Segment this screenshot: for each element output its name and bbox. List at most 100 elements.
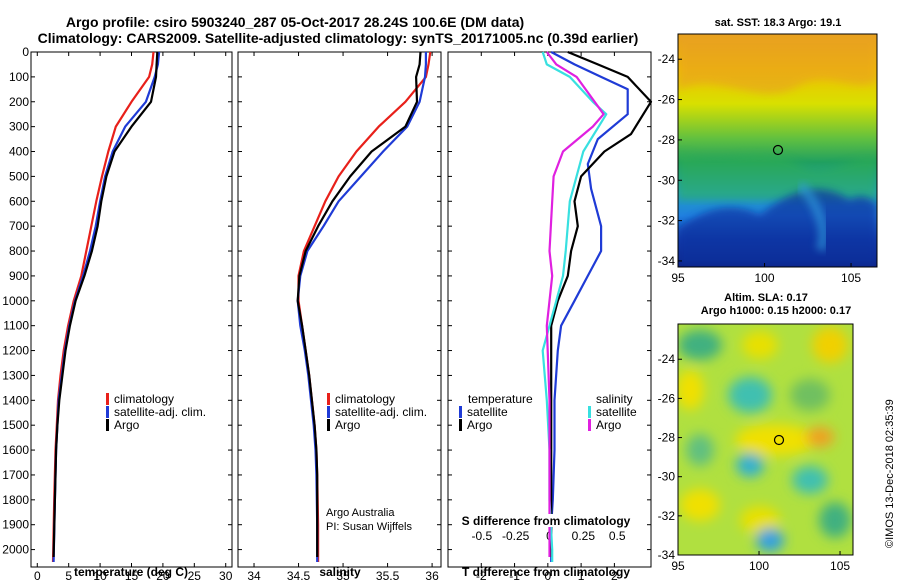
series-line-salinity-argo — [545, 51, 605, 557]
x-tick-label: 34.5 — [287, 569, 311, 580]
x-tick-label: 35 — [336, 569, 350, 580]
legend-label-t-satellite: satellite — [467, 405, 508, 419]
salinity-axis-label: salinity — [319, 565, 361, 579]
sst-map-title: sat. SST: 18.3 Argo: 19.1 — [715, 17, 842, 29]
legend-swatch-satellite — [106, 406, 109, 418]
depth-tick-label: 1900 — [2, 518, 29, 532]
depth-tick-label: 100 — [9, 70, 29, 84]
lon-tick-label: 105 — [830, 559, 850, 573]
temperature-legend: climatology satellite-adj. clim. Argo — [106, 392, 206, 432]
title-line-1: Argo profile: csiro 5903240_287 05-Oct-2… — [66, 14, 524, 30]
depth-tick-label: 1700 — [2, 468, 29, 482]
imos-timestamp: ©IMOS 13-Dec-2018 02:35:39 — [884, 399, 896, 548]
depth-tick-label: 1100 — [3, 319, 29, 333]
x-tick-label: 2 — [611, 569, 618, 580]
difference-plot-frame — [447, 51, 652, 568]
legend-swatch-t-argo — [459, 419, 462, 431]
lat-tick-label: -26 — [658, 391, 676, 405]
lon-tick-label: 95 — [671, 271, 685, 285]
temperature-series — [51, 51, 161, 563]
s-tick-label: 0.5 — [609, 529, 626, 543]
series-line-argo — [296, 51, 422, 557]
legend-temperature-heading: temperature — [468, 392, 533, 406]
legend-swatch-argo — [327, 419, 330, 431]
sst-warm-patch — [678, 34, 877, 94]
x-tick-label: 30 — [219, 569, 233, 580]
sla-map-title-2: Argo h1000: 0.15 h2000: 0.17 — [701, 305, 851, 317]
x-tick-label: 10 — [93, 569, 107, 580]
sla-lat-ticks: -24 -26 -28 -30 -32 -34 — [658, 352, 682, 562]
t-diff-x-ticks: -2 -1 0 1 2 — [476, 52, 618, 580]
series-line-argo — [52, 51, 159, 558]
series-line-temperature-satellite — [550, 51, 629, 562]
salinity-panel: 34 34.5 35 35.5 36 salinity climatology sate… — [237, 51, 442, 580]
depth-tick-label: 400 — [9, 145, 29, 159]
legend-swatch-t-satellite — [459, 406, 462, 418]
credit-line-1: Argo Australia — [326, 507, 395, 519]
legend-swatch-s-satellite — [588, 406, 591, 418]
salinity-x-ticks: 34 34.5 35 35.5 36 — [247, 52, 439, 580]
sla-map: Altim. SLA: 0.17 Argo h1000: 0.15 h2000:… — [658, 292, 854, 573]
legend-label-argo: Argo — [114, 418, 140, 432]
depth-tick-label: 1200 — [2, 344, 29, 358]
x-tick-label: 15 — [125, 569, 139, 580]
legend-swatch-climatology — [106, 393, 109, 405]
depth-tick-label: 200 — [9, 95, 29, 109]
sst-map-frame — [677, 33, 878, 268]
temperature-panel: 0 5 10 15 20 25 30 temperature (deg C) climato… — [30, 51, 233, 580]
x-tick-label: 0 — [544, 569, 551, 580]
x-tick-label: 0 — [34, 569, 41, 580]
sst-lat-ticks: -24 -26 -28 -30 -32 -34 — [658, 52, 682, 268]
legend-label-t-argo: Argo — [467, 418, 493, 432]
sla-map-title-1: Altim. SLA: 0.17 — [724, 292, 808, 304]
series-line-climatology — [51, 51, 155, 563]
temperature-axis-label: temperature (deg C) — [74, 565, 188, 579]
series-line-satellite-adj-clim- — [52, 51, 161, 563]
salinity-plot-frame — [237, 51, 442, 568]
legend-salinity-heading: salinity — [596, 392, 633, 406]
sla-lon-ticks: 95 100 105 — [671, 551, 850, 573]
difference-panel: -2 -1 0 1 2 -0.5 -0.25 0 0.25 0.5 T difference f… — [447, 50, 653, 580]
salinity-legend: climatology satellite-adj. clim. Argo — [327, 392, 427, 432]
difference-legend: temperature satellite Argo salinity sate… — [459, 392, 637, 432]
lat-tick-label: -30 — [658, 470, 676, 484]
legend-swatch-satellite — [327, 406, 330, 418]
lat-tick-label: -28 — [658, 431, 676, 445]
depth-tick-label: 1500 — [2, 418, 29, 432]
lat-tick-label: -26 — [658, 93, 676, 107]
x-tick-label: 1 — [578, 569, 585, 580]
depth-axis: 0 100 200 300 400 500 600 700 800 900 1000 1100 1200… — [2, 45, 29, 557]
lat-tick-label: -32 — [658, 214, 676, 228]
lat-tick-label: -28 — [658, 133, 676, 147]
title-line-2: Climatology: CARS2009. Satellite-adjuste… — [38, 30, 639, 46]
depth-tick-label: 1300 — [2, 368, 29, 382]
lon-tick-label: 95 — [671, 559, 685, 573]
t-diff-axis-label: T difference from climatology — [462, 565, 630, 579]
legend-label-s-satellite: satellite — [596, 405, 637, 419]
sla-map-frame — [677, 323, 854, 556]
credit-line-2: PI: Susan Wijffels — [326, 521, 412, 533]
s-tick-label: -0.25 — [502, 529, 530, 543]
depth-tick-label: 600 — [9, 194, 29, 208]
x-tick-label: -1 — [509, 569, 520, 580]
legend-label-satellite: satellite-adj. clim. — [114, 405, 206, 419]
lat-tick-label: -34 — [658, 254, 676, 268]
x-tick-label: 36 — [425, 569, 439, 580]
depth-tick-label: 900 — [9, 269, 29, 283]
depth-tick-label: 300 — [9, 120, 29, 134]
x-tick-label: 35.5 — [376, 569, 400, 580]
s-axis-label-backdrop — [456, 514, 648, 527]
legend-label-argo: Argo — [335, 418, 361, 432]
sst-lon-ticks: 95 100 105 — [671, 263, 861, 285]
depth-tick-label: 500 — [9, 169, 29, 183]
difference-series — [541, 50, 653, 562]
sst-map: sat. SST: 18.3 Argo: 19.1 -24 -26 -28 -30 -3… — [658, 17, 878, 285]
lat-tick-label: -30 — [658, 173, 676, 187]
temperature-plot-frame — [30, 51, 233, 568]
depth-tick-label: 800 — [9, 244, 29, 258]
lon-tick-label: 100 — [749, 559, 769, 573]
salinity-series — [296, 51, 432, 562]
series-line-temperature-argo — [550, 50, 653, 557]
legend-label-satellite: satellite-adj. clim. — [335, 405, 427, 419]
